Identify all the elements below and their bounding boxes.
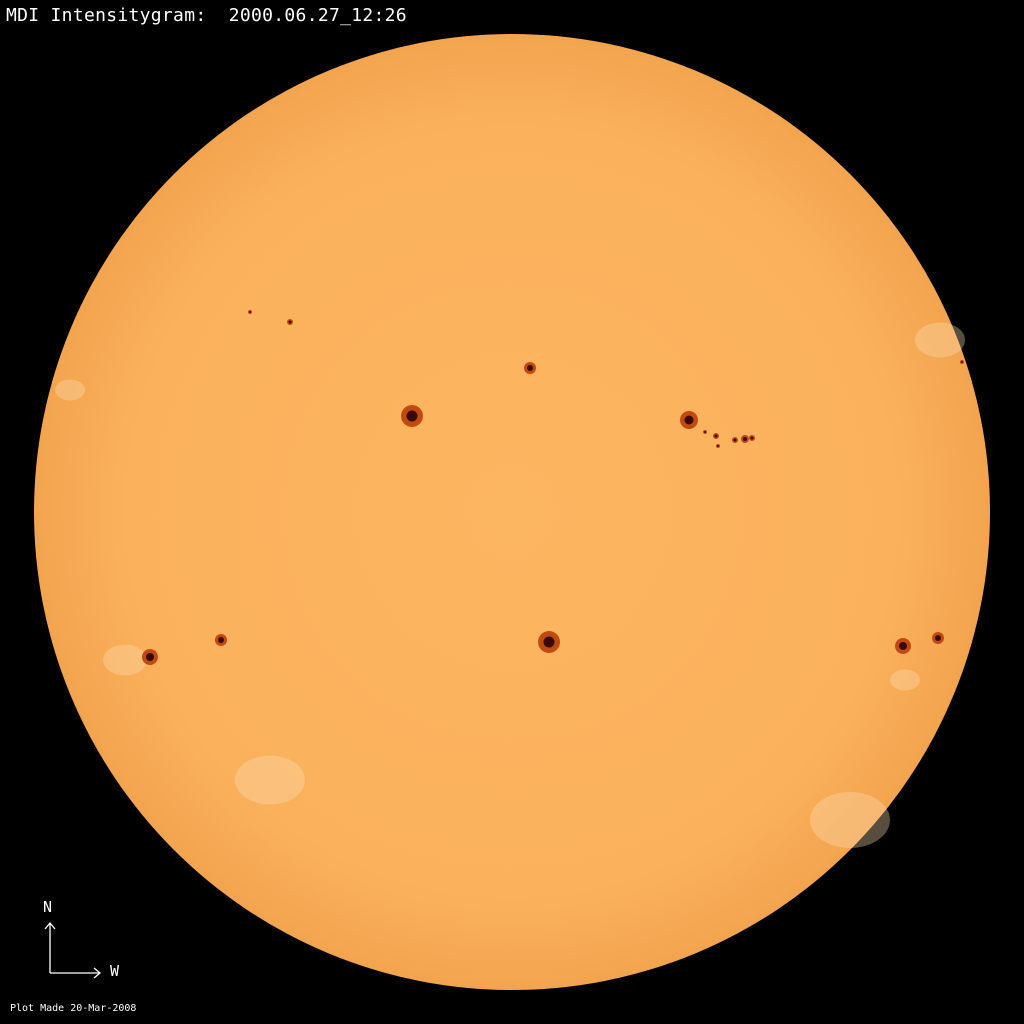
north-label: N — [43, 898, 53, 916]
sunspot-umbra — [704, 431, 706, 433]
sun-disk — [34, 34, 990, 990]
sunspot-umbra — [527, 365, 533, 371]
sunspot-umbra — [899, 642, 907, 650]
facula — [810, 792, 890, 848]
sunspot-umbra — [406, 410, 418, 422]
facula — [235, 755, 305, 805]
sunspot-umbra — [935, 635, 941, 641]
plot-made-date: Plot Made 20-Mar-2008 — [10, 1003, 137, 1014]
sunspots — [142, 310, 964, 665]
sunspot-umbra — [743, 437, 747, 441]
sunspot-umbra — [218, 637, 224, 643]
sunspot-umbra — [288, 320, 292, 324]
sunspot-umbra — [714, 434, 718, 438]
sunspot-umbra — [146, 653, 154, 661]
sunspot-umbra — [684, 415, 694, 425]
sunspot-umbra — [750, 436, 754, 440]
faculae — [55, 322, 965, 848]
sunspot-umbra — [543, 636, 555, 648]
sunspot-umbra — [733, 438, 737, 442]
facula — [55, 379, 85, 401]
west-label: W — [110, 962, 120, 980]
sunspot-umbra — [717, 445, 719, 447]
facula — [915, 322, 965, 358]
facula — [890, 669, 920, 691]
sunspot-umbra — [249, 311, 251, 313]
image-title: MDI Intensitygram: 2000.06.27_12:26 — [6, 5, 407, 26]
facula — [103, 644, 147, 676]
compass-arrows-icon — [44, 921, 102, 979]
sunspot-umbra — [961, 361, 963, 363]
